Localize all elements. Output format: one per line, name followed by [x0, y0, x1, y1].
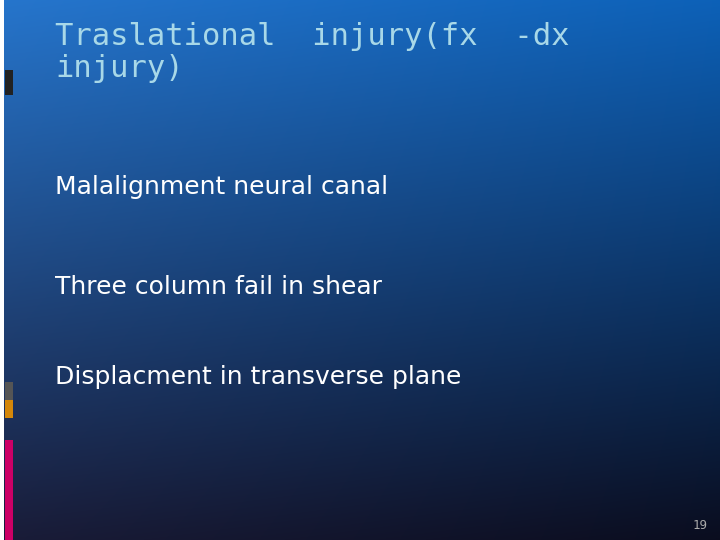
Bar	[0, 0, 4, 540]
Text: Displacment in transverse plane: Displacment in transverse plane	[55, 365, 462, 389]
Text: Malalignment neural canal: Malalignment neural canal	[55, 175, 388, 199]
Text: Three column fail in shear: Three column fail in shear	[55, 275, 382, 299]
Text: Traslational  injury(fx  -dx: Traslational injury(fx -dx	[55, 22, 570, 51]
Bar	[5, 70, 13, 95]
Bar	[5, 400, 13, 418]
Bar	[5, 382, 13, 400]
Text: 19: 19	[693, 519, 708, 532]
Bar	[5, 440, 13, 540]
Text: injury): injury)	[55, 54, 184, 83]
